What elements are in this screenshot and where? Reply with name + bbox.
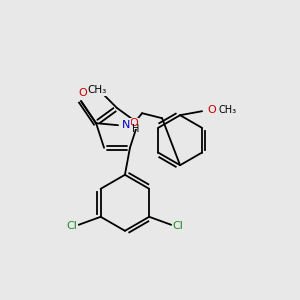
Text: Cl: Cl: [66, 221, 77, 231]
Text: O: O: [130, 118, 138, 128]
Text: O: O: [79, 88, 88, 98]
Text: Cl: Cl: [173, 221, 184, 231]
Text: CH₃: CH₃: [87, 85, 106, 95]
Text: O: O: [207, 105, 216, 115]
Text: CH₃: CH₃: [218, 105, 236, 115]
Text: H: H: [132, 124, 140, 134]
Text: N: N: [122, 120, 130, 130]
